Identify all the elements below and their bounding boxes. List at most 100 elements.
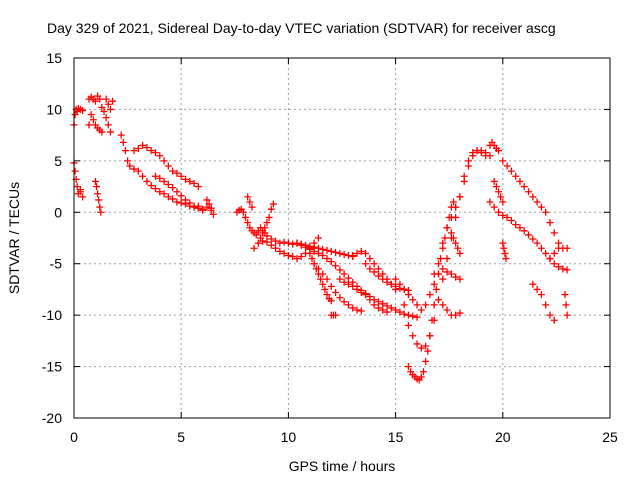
- data-point: [383, 302, 391, 310]
- data-point: [186, 199, 194, 207]
- data-point: [317, 275, 325, 283]
- data-point: [413, 340, 421, 348]
- data-point: [443, 306, 451, 314]
- data-point: [340, 250, 348, 258]
- series-t8: [117, 131, 215, 214]
- data-point: [124, 157, 132, 165]
- series-t10: [151, 172, 207, 214]
- axis-ticks: [73, 57, 611, 419]
- series-t23: [392, 265, 464, 314]
- data-point: [156, 152, 164, 160]
- data-point: [422, 342, 430, 350]
- data-point: [117, 131, 125, 139]
- data-point: [404, 311, 412, 319]
- data-point: [520, 183, 528, 191]
- series-t3: [85, 92, 114, 136]
- data-point: [340, 278, 348, 286]
- data-point: [327, 297, 335, 305]
- data-point: [332, 311, 340, 319]
- data-point: [392, 282, 400, 290]
- data-point: [419, 368, 427, 376]
- y-tick-label: -5: [50, 256, 63, 272]
- data-point: [102, 114, 110, 122]
- data-point: [340, 298, 348, 306]
- data-point: [336, 266, 344, 274]
- data-point: [452, 239, 460, 247]
- data-point: [164, 193, 172, 201]
- data-point: [252, 231, 260, 239]
- data-point: [344, 280, 352, 288]
- data-point: [190, 179, 198, 187]
- data-point: [246, 198, 254, 206]
- data-point: [550, 260, 558, 268]
- data-point: [89, 116, 97, 124]
- data-point: [357, 289, 365, 297]
- data-point: [276, 239, 284, 247]
- data-point: [392, 275, 400, 283]
- data-point: [477, 147, 485, 155]
- data-point: [323, 275, 331, 283]
- series-t25: [404, 198, 460, 384]
- data-point: [254, 239, 262, 247]
- data-point: [362, 260, 370, 268]
- data-point: [265, 213, 273, 221]
- data-point: [134, 167, 142, 175]
- data-point: [456, 193, 464, 201]
- data-point: [109, 97, 117, 105]
- data-point: [344, 274, 352, 282]
- data-point: [426, 291, 434, 299]
- data-point: [492, 183, 500, 191]
- data-point: [400, 285, 408, 293]
- data-point: [151, 185, 159, 193]
- data-point: [409, 332, 417, 340]
- data-point: [164, 162, 172, 170]
- data-point: [289, 253, 297, 261]
- data-point: [87, 111, 95, 119]
- data-point: [546, 255, 554, 263]
- data-point: [502, 255, 510, 263]
- data-point: [503, 213, 511, 221]
- data-point: [194, 204, 202, 212]
- data-point: [194, 183, 202, 191]
- series-t34: [529, 280, 558, 324]
- data-point: [454, 244, 462, 252]
- data-point: [199, 206, 207, 214]
- x-tick-label: 20: [495, 429, 511, 445]
- data-point: [244, 219, 252, 227]
- data-point: [284, 239, 292, 247]
- data-point: [156, 174, 164, 182]
- data-point: [169, 167, 177, 175]
- series-t31: [486, 198, 571, 274]
- data-point: [366, 265, 374, 273]
- data-point: [370, 268, 378, 276]
- data-point: [449, 198, 457, 206]
- data-point: [497, 193, 505, 201]
- data-point: [404, 321, 412, 329]
- data-point: [327, 247, 335, 255]
- data-point: [417, 344, 425, 352]
- data-point: [293, 255, 301, 263]
- data-point: [209, 210, 217, 218]
- data-point: [533, 198, 541, 206]
- x-tick-label: 25: [602, 429, 618, 445]
- data-point: [428, 316, 436, 324]
- data-point: [441, 234, 449, 242]
- data-point: [529, 193, 537, 201]
- data-point: [130, 165, 138, 173]
- data-point: [93, 183, 101, 191]
- y-tick-label: 0: [54, 204, 62, 220]
- data-point: [482, 149, 490, 157]
- data-point: [169, 184, 177, 192]
- data-point: [263, 219, 271, 227]
- data-point: [151, 172, 159, 180]
- data-point: [79, 193, 87, 201]
- data-point: [349, 304, 357, 312]
- data-point: [456, 309, 464, 317]
- data-point: [272, 237, 280, 245]
- data-point: [85, 121, 93, 129]
- data-point: [374, 265, 382, 273]
- data-point: [353, 285, 361, 293]
- data-point: [310, 247, 318, 255]
- data-point: [443, 224, 451, 232]
- data-point: [370, 260, 378, 268]
